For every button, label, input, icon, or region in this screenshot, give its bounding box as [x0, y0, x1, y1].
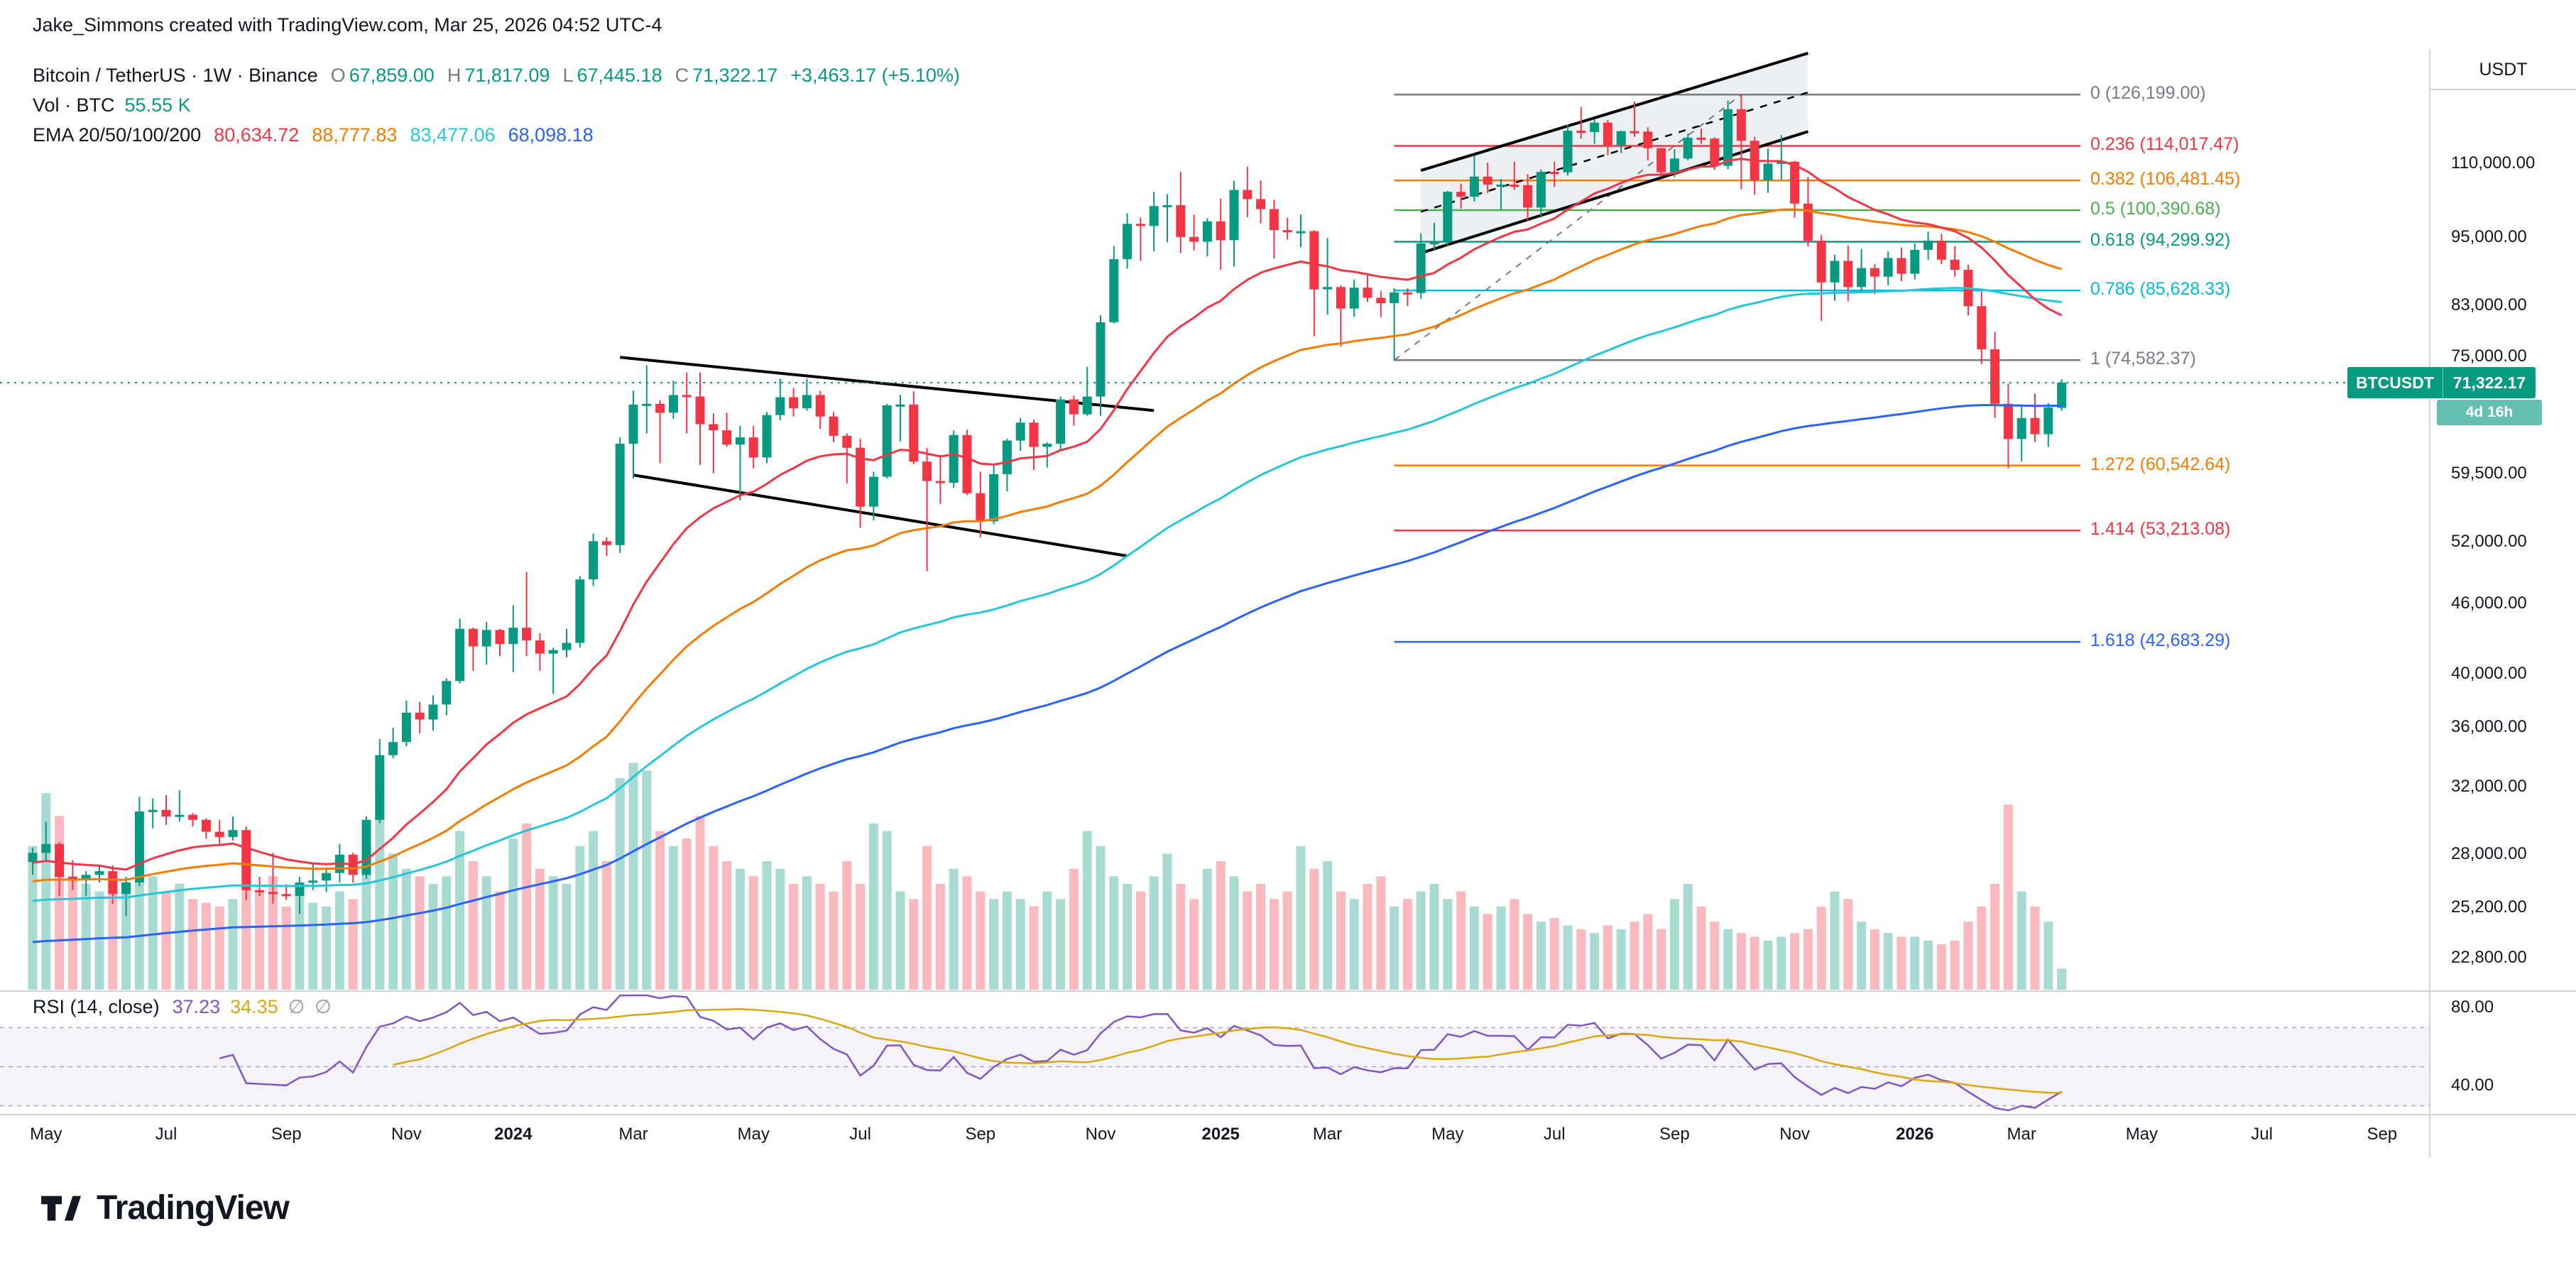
volume-legend[interactable]: Vol · BTC 55.55 K — [33, 92, 191, 118]
axis-unit-text: USDT — [2479, 60, 2528, 80]
badge-price: 71,322.17 — [2442, 367, 2536, 399]
ohlc-value: 71,817.09 — [464, 65, 550, 86]
rsi-hidden-band-icon: ∅ — [315, 996, 332, 1017]
ohlc-letter: O — [330, 65, 346, 86]
symbol-title: Bitcoin / TetherUS · 1W · Binance — [33, 65, 318, 86]
axis-unit-label[interactable]: USDT — [2430, 49, 2576, 90]
symbol-legend[interactable]: Bitcoin / TetherUS · 1W · Binance O 67,859… — [33, 62, 960, 88]
footer: TradingView — [0, 1164, 2576, 1263]
ema-legend[interactable]: EMA 20/50/100/200 80,634.72 88,777.83 83,47… — [33, 122, 594, 148]
ohlc-values: O 67,859.00 H 71,817.09 L 67,445.18 C 71,322.17 — [318, 65, 778, 86]
rsi-value: 37.23 — [172, 996, 221, 1017]
volume-value: 55.55 K — [124, 94, 191, 116]
rsi-label: RSI (14, close) — [33, 996, 160, 1017]
ohlc-letter: L — [562, 65, 574, 86]
tradingview-wordmark: TradingView — [97, 1189, 290, 1227]
tradingview-logo-icon — [41, 1196, 81, 1220]
price-badge: BTCUSDT 71,322.17 — [2347, 367, 2536, 399]
rsi-hidden-band-icon: ∅ — [288, 996, 305, 1017]
attribution-text: Jake_Simmons created with TradingView.co… — [33, 14, 662, 35]
ema-value: 83,477.06 — [410, 124, 496, 146]
ema-label: EMA 20/50/100/200 — [33, 124, 202, 146]
ema-value: 80,634.72 — [214, 124, 300, 146]
ohlc-letter: H — [447, 65, 462, 86]
ohlc-value: 71,322.17 — [692, 65, 778, 86]
ohlc-letter: C — [675, 65, 689, 86]
rsi-ma-value: 34.35 — [230, 996, 278, 1017]
rsi-legend[interactable]: RSI (14, close) 37.23 34.35 ∅ ∅ — [33, 994, 332, 1019]
ema-value: 88,777.83 — [312, 124, 398, 146]
tradingview-logo[interactable]: TradingView — [40, 1188, 290, 1228]
badge-symbol: BTCUSDT — [2347, 367, 2443, 399]
change-value: +3,463.17 (+5.10%) — [790, 65, 960, 86]
ema-value: 68,098.18 — [508, 124, 594, 146]
ohlc-value: 67,445.18 — [577, 65, 662, 86]
volume-label: Vol · BTC — [33, 94, 115, 116]
ohlc-value: 67,859.00 — [349, 65, 435, 86]
bar-countdown: 4d 16h — [2437, 400, 2542, 426]
ema-values: 80,634.72 88,777.83 83,477.06 68,098.18 — [201, 124, 594, 146]
